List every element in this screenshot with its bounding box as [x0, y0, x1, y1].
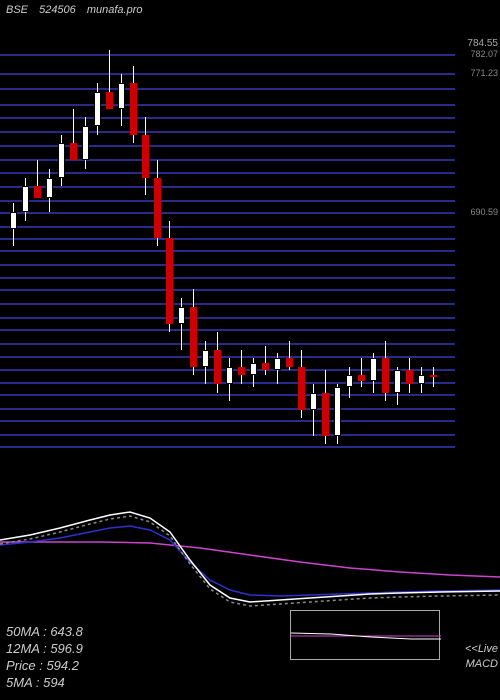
support-resistance-line [0, 54, 455, 56]
support-resistance-line [0, 317, 455, 319]
ma12-label: 12MA : 596.9 [6, 641, 83, 658]
support-resistance-line [0, 117, 455, 119]
support-resistance-line [0, 172, 455, 174]
support-resistance-line [0, 303, 455, 305]
symbol-label: 524506 [39, 4, 76, 16]
ma50-label: 50MA : 643.8 [6, 624, 83, 641]
support-resistance-line [0, 226, 455, 228]
support-resistance-line [0, 238, 455, 240]
price-label: Price : 594.2 [6, 658, 83, 675]
support-resistance-line [0, 250, 455, 252]
price-level-label: 771.23 [470, 68, 498, 78]
support-resistance-line [0, 394, 455, 396]
source-label: munafa.pro [87, 4, 143, 16]
live-mini-chart [291, 611, 441, 661]
support-resistance-line [0, 289, 455, 291]
support-resistance-line [0, 186, 455, 188]
ma5-label: 5MA : 594 [6, 675, 83, 692]
price-chart: 782.07 771.23 690.59 [0, 40, 500, 470]
support-resistance-line [0, 420, 455, 422]
support-resistance-line [0, 131, 455, 133]
support-resistance-line [0, 145, 455, 147]
exchange-label: BSE [6, 4, 28, 16]
support-resistance-line [0, 277, 455, 279]
price-level-label: 690.59 [470, 207, 498, 217]
support-resistance-line [0, 212, 455, 214]
live-label: <<Live [465, 643, 498, 655]
live-preview-box [290, 610, 440, 660]
support-resistance-line [0, 446, 455, 448]
support-resistance-line [0, 408, 455, 410]
support-resistance-line [0, 159, 455, 161]
support-resistance-line [0, 200, 455, 202]
chart-header: BSE 524506 munafa.pro [6, 4, 151, 16]
info-box: 50MA : 643.8 12MA : 596.9 Price : 594.2 … [6, 624, 83, 692]
support-resistance-line [0, 73, 455, 75]
support-resistance-line [0, 264, 455, 266]
support-resistance-line [0, 329, 455, 331]
support-resistance-line [0, 104, 455, 106]
live-macd-label: MACD [466, 658, 498, 670]
support-resistance-line [0, 343, 455, 345]
support-resistance-line [0, 88, 455, 90]
support-resistance-line [0, 434, 455, 436]
price-level-label: 782.07 [470, 49, 498, 59]
